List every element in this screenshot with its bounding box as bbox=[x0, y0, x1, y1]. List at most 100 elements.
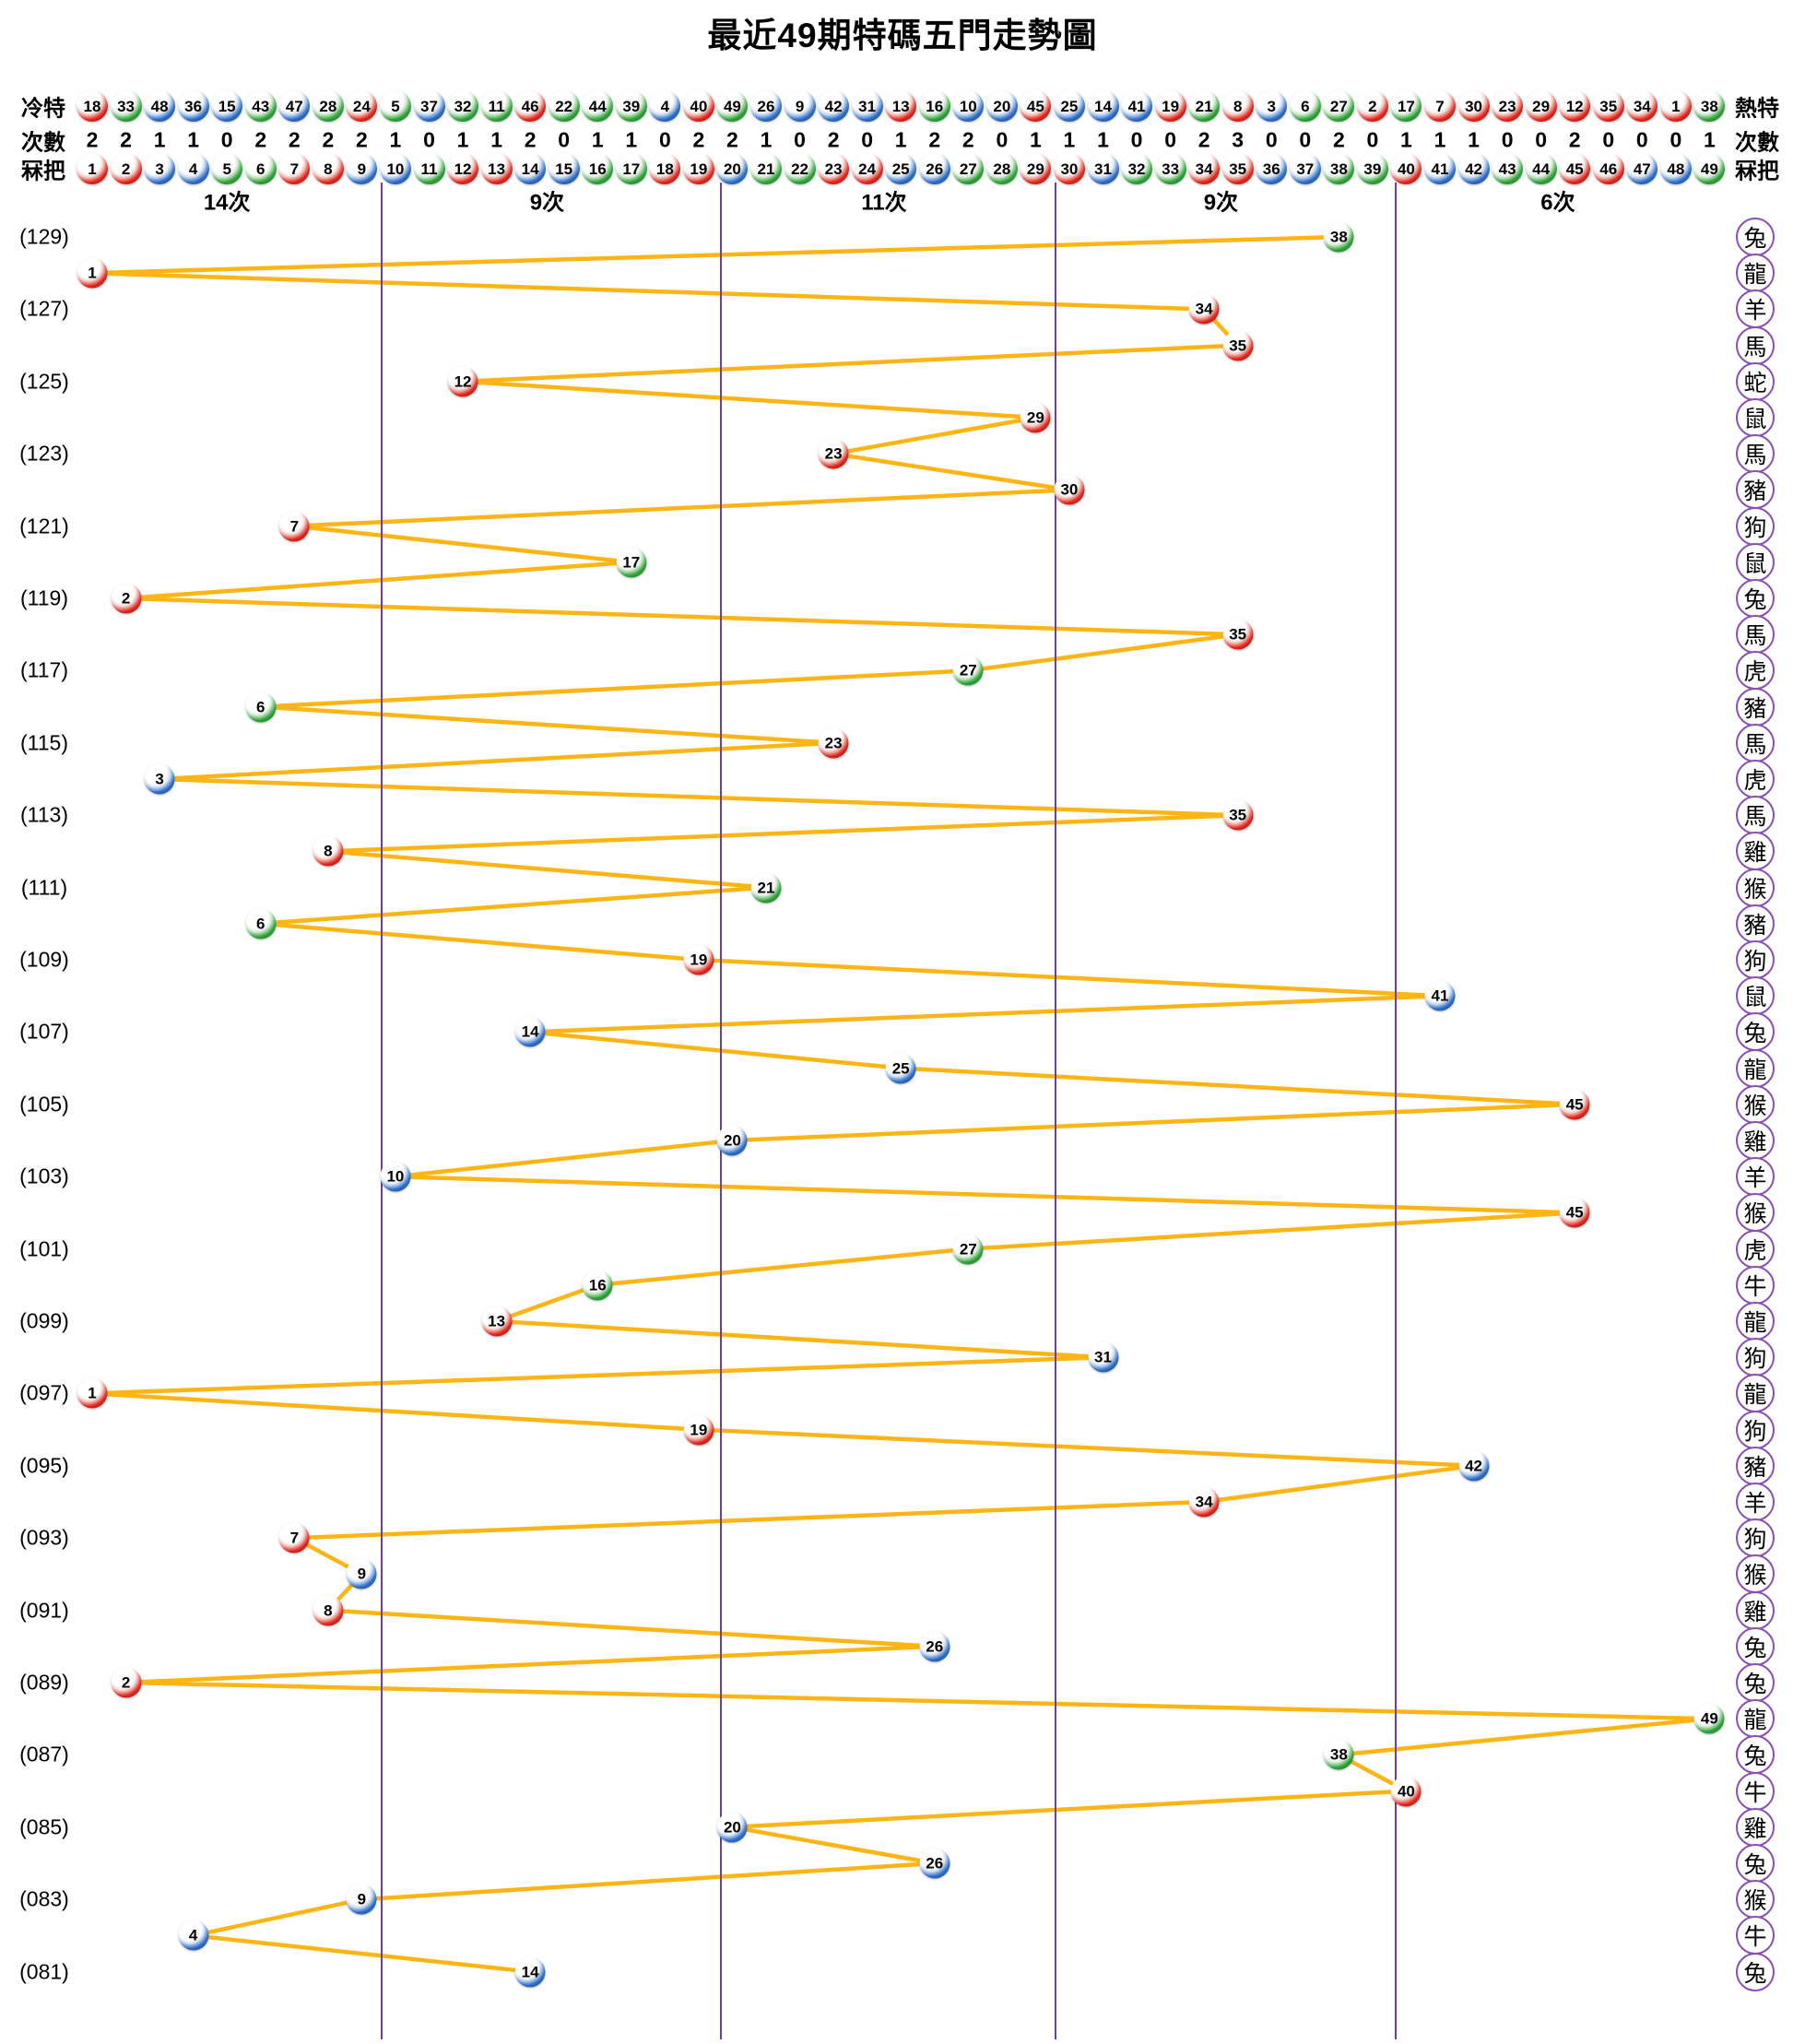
period-label: (115) bbox=[20, 730, 68, 755]
zodiac-badge: 牛 bbox=[1736, 1265, 1775, 1305]
door-count-label: 11次 bbox=[861, 190, 907, 216]
zodiac-badge: 狗 bbox=[1736, 940, 1775, 979]
cold-ball: 29 bbox=[1525, 90, 1557, 122]
cold-ball: 27 bbox=[1323, 90, 1355, 122]
count-cell: 2 bbox=[1568, 127, 1581, 152]
count-cell: 1 bbox=[1433, 127, 1446, 152]
count-cell: 2 bbox=[120, 127, 132, 152]
cold-ball: 33 bbox=[110, 90, 142, 122]
draw-ball: 30 bbox=[1054, 474, 1085, 505]
cold-ball: 44 bbox=[582, 90, 614, 122]
zodiac-badge: 牛 bbox=[1736, 1771, 1775, 1811]
period-label: (127) bbox=[19, 296, 69, 321]
zodiac-badge: 龍 bbox=[1736, 1374, 1775, 1413]
numbers-row-label-left: 冧把 bbox=[21, 159, 65, 184]
number-ball: 29 bbox=[1020, 153, 1052, 184]
period-label: (111) bbox=[20, 875, 68, 900]
draw-ball: 29 bbox=[1020, 402, 1051, 433]
number-ball: 16 bbox=[582, 153, 614, 184]
number-ball: 22 bbox=[784, 153, 816, 184]
cold-ball: 17 bbox=[1390, 90, 1422, 122]
draw-ball: 7 bbox=[278, 511, 310, 542]
zodiac-badge: 兔 bbox=[1736, 579, 1775, 618]
cold-ball: 39 bbox=[615, 90, 647, 122]
number-ball: 49 bbox=[1693, 153, 1726, 184]
cold-ball: 19 bbox=[1154, 90, 1186, 122]
draw-ball: 34 bbox=[1188, 1486, 1220, 1518]
cold-ball: 21 bbox=[1188, 90, 1221, 122]
period-label: (095) bbox=[19, 1453, 69, 1478]
number-ball: 33 bbox=[1154, 153, 1186, 184]
number-ball: 4 bbox=[177, 153, 209, 184]
number-ball: 39 bbox=[1356, 153, 1388, 184]
number-ball: 1 bbox=[77, 153, 108, 184]
number-ball: 7 bbox=[278, 153, 311, 184]
count-cell: 0 bbox=[1299, 127, 1312, 152]
cold-ball: 3 bbox=[1256, 90, 1288, 122]
period-label: (103) bbox=[19, 1164, 69, 1188]
zodiac-badge: 猴 bbox=[1736, 1084, 1775, 1124]
count-cell: 0 bbox=[220, 127, 233, 152]
draw-ball: 14 bbox=[514, 1016, 546, 1047]
period-label: (083) bbox=[19, 1886, 69, 1911]
cold-ball: 12 bbox=[1559, 90, 1591, 122]
count-cell: 1 bbox=[1400, 127, 1412, 152]
draw-ball: 34 bbox=[1188, 293, 1220, 325]
zodiac-badge: 兔 bbox=[1736, 1663, 1775, 1702]
draw-ball: 9 bbox=[346, 1558, 377, 1589]
cold-ball: 10 bbox=[952, 90, 985, 122]
number-ball: 24 bbox=[851, 153, 883, 184]
cold-ball: 48 bbox=[144, 90, 176, 122]
count-cell: 1 bbox=[389, 127, 402, 152]
zodiac-badge: 狗 bbox=[1736, 506, 1775, 546]
number-ball: 41 bbox=[1424, 153, 1456, 184]
count-cell: 2 bbox=[86, 127, 99, 152]
number-ball: 8 bbox=[312, 153, 344, 184]
cold-ball: 47 bbox=[278, 90, 311, 122]
number-ball: 30 bbox=[1053, 153, 1085, 184]
period-label: (085) bbox=[19, 1814, 69, 1839]
number-ball: 42 bbox=[1457, 153, 1490, 184]
cold-ball: 46 bbox=[514, 90, 547, 122]
cold-ball: 31 bbox=[851, 90, 883, 122]
cold-ball: 41 bbox=[1121, 90, 1153, 122]
period-label: (119) bbox=[20, 585, 68, 610]
cold-ball: 14 bbox=[1087, 90, 1119, 122]
zodiac-badge: 猴 bbox=[1736, 1880, 1775, 1920]
zodiac-badge: 雞 bbox=[1736, 1590, 1775, 1630]
period-label: (117) bbox=[20, 657, 68, 682]
zodiac-badge: 蛇 bbox=[1736, 361, 1775, 401]
door-divider-line bbox=[381, 183, 383, 2039]
cold-row-label: 冷特 bbox=[21, 96, 65, 122]
number-ball: 44 bbox=[1525, 153, 1557, 184]
number-ball: 9 bbox=[346, 153, 378, 184]
zodiac-badge: 猴 bbox=[1736, 868, 1775, 907]
count-cell: 0 bbox=[861, 127, 874, 152]
count-cell: 0 bbox=[996, 127, 1009, 152]
zodiac-badge: 豬 bbox=[1736, 904, 1775, 943]
draw-ball: 35 bbox=[1222, 330, 1254, 361]
trend-line bbox=[89, 234, 1712, 1974]
cold-ball: 23 bbox=[1492, 90, 1524, 122]
period-label: (121) bbox=[19, 514, 69, 538]
count-cell: 0 bbox=[1602, 127, 1615, 152]
zodiac-badge: 兔 bbox=[1736, 1012, 1775, 1052]
draw-ball: 9 bbox=[346, 1884, 377, 1915]
zodiac-badge: 鼠 bbox=[1736, 542, 1775, 582]
zodiac-badge: 兔 bbox=[1736, 1844, 1775, 1883]
period-label: (097) bbox=[19, 1380, 69, 1405]
cold-ball: 40 bbox=[682, 90, 714, 122]
number-ball: 13 bbox=[480, 153, 513, 184]
count-cell: 0 bbox=[558, 127, 571, 152]
count-cell: 1 bbox=[187, 127, 200, 152]
count-cell: 2 bbox=[961, 127, 974, 152]
zodiac-badge: 羊 bbox=[1736, 1483, 1775, 1521]
draw-ball: 14 bbox=[514, 1956, 546, 1988]
count-cell: 1 bbox=[760, 127, 773, 152]
zodiac-badge: 馬 bbox=[1736, 796, 1775, 835]
zodiac-badge: 雞 bbox=[1736, 1807, 1775, 1847]
zodiac-badge: 兔 bbox=[1736, 218, 1775, 256]
count-cell: 2 bbox=[524, 127, 537, 152]
zodiac-badge: 龍 bbox=[1736, 1302, 1775, 1341]
